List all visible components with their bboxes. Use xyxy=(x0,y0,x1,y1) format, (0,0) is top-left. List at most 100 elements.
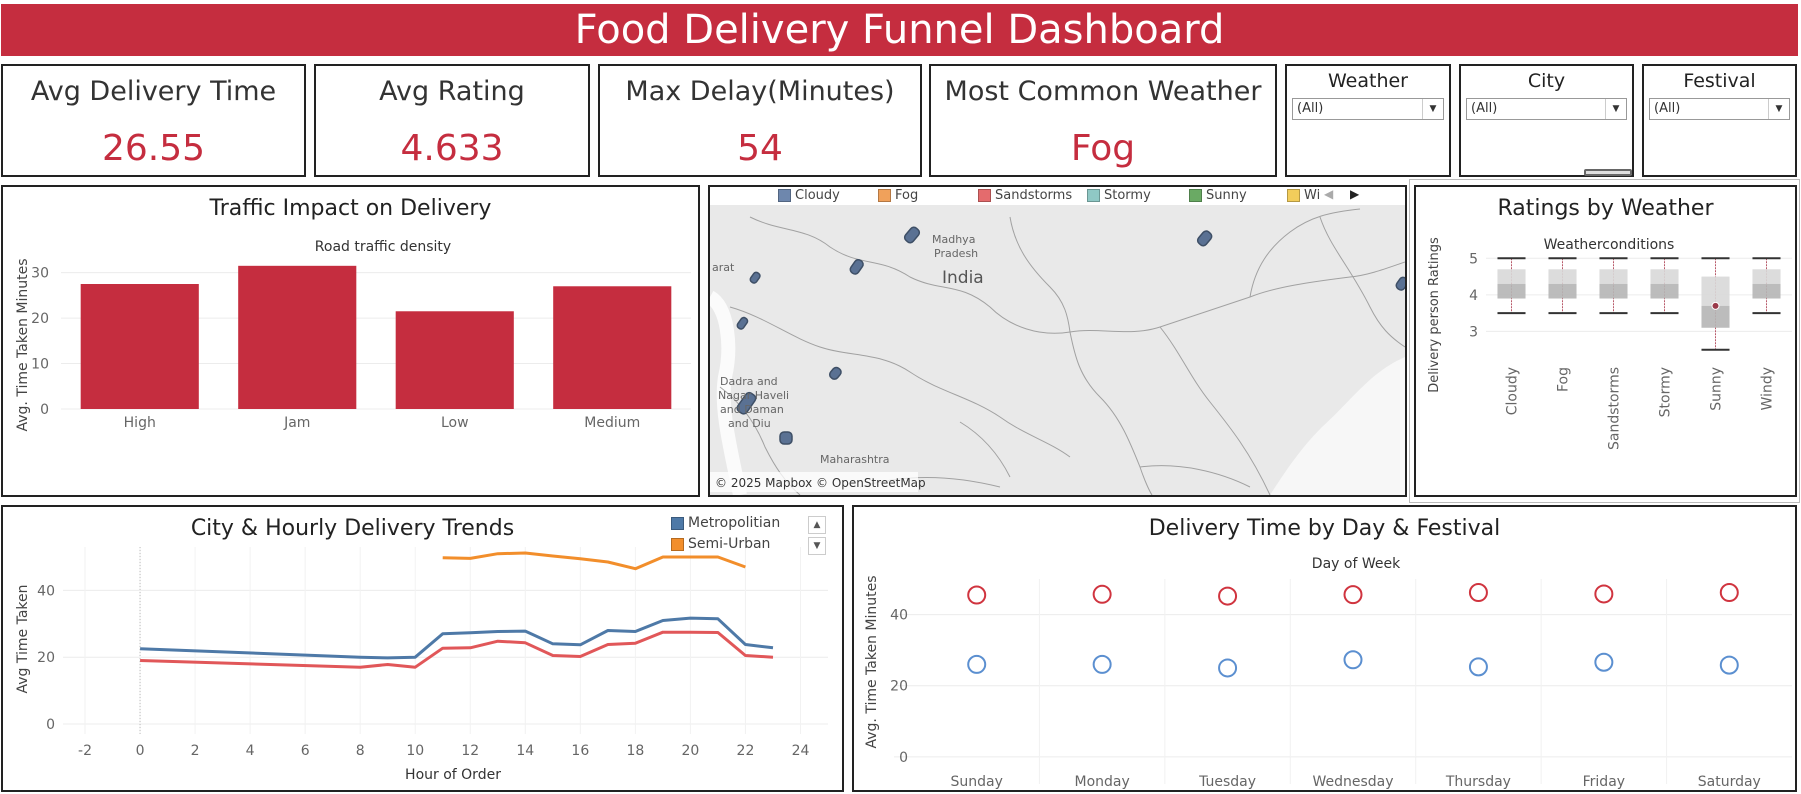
y-tick-label: 30 xyxy=(31,266,49,282)
kpi-card-max-delay: Max Delay(Minutes) 54 xyxy=(598,64,922,177)
map-canvas[interactable]: Madhya Pradesh India arat Dadra and Naga… xyxy=(710,187,1405,495)
y-tick-label: 3 xyxy=(1469,324,1478,340)
ratings-by-weather-panel: Ratings by Weather Weatherconditions Del… xyxy=(1414,185,1797,497)
filter-label: Weather xyxy=(1328,70,1408,92)
legend-label: Cloudy xyxy=(795,188,840,203)
box-upper xyxy=(1497,269,1526,284)
y-tick-label: 0 xyxy=(46,717,55,733)
chart-subtitle: Day of Week xyxy=(1312,556,1401,572)
legend-scroll-down-button[interactable]: ▼ xyxy=(808,537,826,555)
box-lower xyxy=(1548,283,1577,299)
y-axis-label: Avg. Time Taken Minutes xyxy=(864,575,880,748)
kpi-card-avg-delivery-time: Avg Delivery Time 26.55 xyxy=(1,64,306,177)
map-label: arat xyxy=(712,261,735,274)
legend-label: Wi xyxy=(1304,188,1321,203)
legend-item: Fog xyxy=(878,188,918,203)
legend-item: Stormy xyxy=(1087,188,1151,203)
legend-scroll-left-icon[interactable]: ◀ xyxy=(1324,187,1334,201)
map-label: India xyxy=(942,268,984,288)
legend-label: Stormy xyxy=(1104,188,1151,203)
bar xyxy=(553,286,672,409)
x-tick-label: Stormy xyxy=(1658,367,1674,417)
dropdown-value: (All) xyxy=(1654,101,1681,116)
x-tick-label: 4 xyxy=(246,743,255,759)
x-tick-label: 2 xyxy=(191,743,200,759)
y-tick-label: 40 xyxy=(37,583,55,599)
weather-dropdown[interactable]: (All) ▼ xyxy=(1292,98,1444,120)
x-tick-label: 20 xyxy=(681,743,699,759)
series-line xyxy=(140,630,774,669)
kpi-label: Avg Rating xyxy=(379,76,525,107)
city-dropdown[interactable]: (All) ▼ xyxy=(1466,98,1627,120)
data-point xyxy=(1594,584,1614,604)
weather-map-panel: Madhya Pradesh India arat Dadra and Naga… xyxy=(708,185,1407,497)
x-tick-label: High xyxy=(124,415,156,431)
chart-subtitle: Road traffic density xyxy=(315,239,451,255)
chevron-down-icon[interactable]: ▼ xyxy=(1422,99,1443,119)
festival-dropdown[interactable]: (All) ▼ xyxy=(1649,98,1790,120)
data-point xyxy=(1594,652,1614,672)
chevron-down-icon[interactable]: ▼ xyxy=(1768,99,1789,119)
kpi-card-most-common-weather: Most Common Weather Fog xyxy=(929,64,1277,177)
dropdown-value: (All) xyxy=(1471,101,1498,116)
legend-swatch xyxy=(1087,189,1100,202)
filter-label: Festival xyxy=(1683,70,1756,92)
x-tick-label: Sandstorms xyxy=(1607,367,1623,450)
kpi-label: Most Common Weather xyxy=(944,76,1262,107)
legend-scroll-right-icon[interactable]: ▶ xyxy=(1350,187,1360,201)
traffic-impact-panel: Traffic Impact on Delivery Road traffic … xyxy=(1,185,700,497)
bar xyxy=(80,284,199,409)
chart-subtitle: Weatherconditions xyxy=(1544,237,1675,253)
data-point xyxy=(1468,657,1488,677)
legend-item: Wi xyxy=(1287,188,1320,203)
legend-swatch xyxy=(978,189,991,202)
x-tick-label: 16 xyxy=(571,743,589,759)
y-tick-label: 40 xyxy=(890,608,908,624)
x-tick-label: Medium xyxy=(584,415,640,431)
legend-item: Cloudy xyxy=(778,188,840,203)
legend-label: Metropolitian xyxy=(688,515,781,531)
x-tick-label: Sunday xyxy=(951,774,1003,790)
legend-swatch xyxy=(671,537,684,551)
x-tick-label: Fog xyxy=(1556,367,1572,392)
chevron-down-icon[interactable]: ▼ xyxy=(1605,99,1626,119)
kpi-value: 26.55 xyxy=(101,128,206,169)
kpi-value: Fog xyxy=(1070,128,1136,169)
x-tick-label: 12 xyxy=(461,743,479,759)
x-tick-label: Monday xyxy=(1075,774,1130,790)
legend-scroll-up-button[interactable]: ▲ xyxy=(808,516,826,534)
dashboard-title: Food Delivery Funnel Dashboard xyxy=(1,4,1798,56)
x-tick-label: 24 xyxy=(792,743,810,759)
day-festival-panel: Delivery Time by Day & Festival Day of W… xyxy=(852,505,1797,792)
legend-swatch xyxy=(671,516,684,530)
legend-swatch xyxy=(878,189,891,202)
x-tick-label: Sunny xyxy=(1709,367,1725,411)
map-label: Maharashtra xyxy=(820,453,890,466)
y-tick-label: 20 xyxy=(31,311,49,327)
x-tick-label: Jam xyxy=(283,415,310,431)
x-axis-label: Hour of Order xyxy=(405,767,501,783)
box-upper xyxy=(1599,269,1628,284)
ratings-box-plot: Weatherconditions Delivery person Rating… xyxy=(1427,237,1792,450)
series-line xyxy=(442,551,746,571)
x-tick-label: -2 xyxy=(78,743,92,759)
dropdown-value: (All) xyxy=(1297,101,1324,116)
x-tick-label: 22 xyxy=(737,743,755,759)
data-point xyxy=(967,585,987,605)
legend-item: Sunny xyxy=(1189,188,1247,203)
x-tick-label: Low xyxy=(441,415,469,431)
panel-title: City & Hourly Delivery Trends xyxy=(190,516,515,541)
legend-label: Fog xyxy=(895,188,919,203)
data-point xyxy=(967,654,987,674)
y-tick-label: 0 xyxy=(899,750,908,766)
y-axis-label: Delivery person Ratings xyxy=(1427,237,1442,393)
y-tick-label: 0 xyxy=(40,402,49,418)
box-lower xyxy=(1701,305,1730,328)
resize-handle[interactable] xyxy=(1584,169,1632,176)
y-tick-label: 4 xyxy=(1469,288,1478,304)
map-label: and Diu xyxy=(728,417,771,430)
kpi-card-avg-rating: Avg Rating 4.633 xyxy=(314,64,590,177)
x-tick-label: Friday xyxy=(1583,774,1625,790)
legend-label: Sandstorms xyxy=(995,188,1073,203)
map-label: and Daman xyxy=(720,403,784,416)
